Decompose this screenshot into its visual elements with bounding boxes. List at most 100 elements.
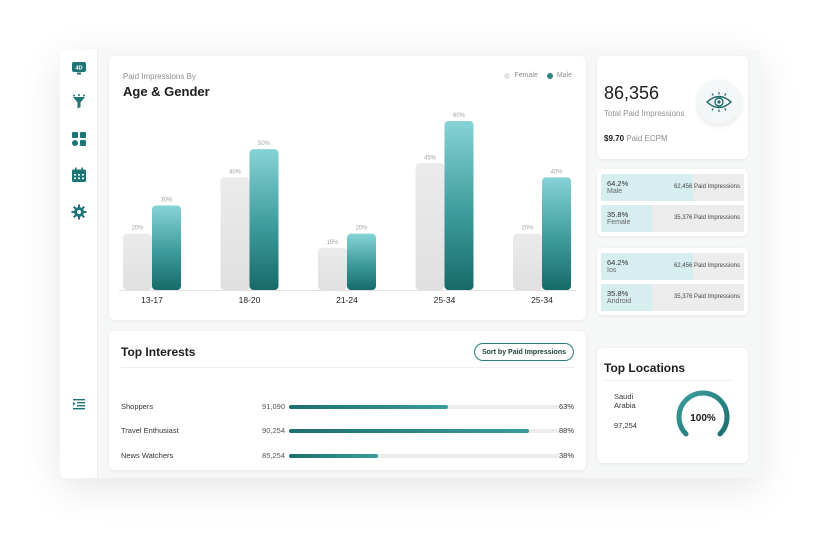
legend-female-label: Female xyxy=(514,72,538,79)
interest-row: News Watchers 85,254 38% xyxy=(121,450,574,462)
divider xyxy=(121,367,574,368)
location-name: Saudi Arabia xyxy=(614,392,636,410)
split-value: 35,376 Paid Impressions xyxy=(673,294,740,300)
interest-percent: 63% xyxy=(558,402,574,411)
bar-label-male: 40% xyxy=(550,169,563,175)
gauge-arc xyxy=(676,390,730,437)
split-label: Android xyxy=(607,298,632,305)
chart-title: Age & Gender xyxy=(123,84,210,99)
bar-label-female: 20% xyxy=(521,226,534,232)
age-gender-bar-chart: 20% 30% 13-17 40% 50% 18-20 15% 20% 21-24 45% 60% 2… xyxy=(119,113,576,305)
legend-female: Female xyxy=(504,72,538,79)
total-impressions-label: Total Paid Impressions xyxy=(604,109,685,118)
total-impressions-card: 86,356 Total Paid Impressions $9.70 Paid… xyxy=(597,56,748,159)
split-fill xyxy=(601,174,693,201)
sort-by-impressions-button[interactable]: Sort by Paid Impressions xyxy=(473,343,574,361)
gender-split-card: 64.2% Male 62,456 Paid Impressions 35.8%… xyxy=(597,169,748,236)
paid-ecpm: $9.70 Paid ECPM xyxy=(604,134,668,143)
dashboard-4d-icon[interactable]: 4D xyxy=(71,60,87,76)
split-percent: 64.2% xyxy=(607,258,629,267)
apps-grid-icon[interactable] xyxy=(71,131,87,147)
split-percent: 35.8% xyxy=(607,210,629,219)
bar-male xyxy=(542,177,571,290)
split-percent: 64.2% xyxy=(607,179,629,188)
interest-progress-track xyxy=(289,429,559,433)
bar-female xyxy=(415,163,445,290)
bar-label-male: 20% xyxy=(355,226,368,232)
x-tick-label: 13-17 xyxy=(141,295,163,305)
interest-name: Travel Enthusiast xyxy=(121,426,179,435)
bar-male xyxy=(444,121,474,290)
eye-badge xyxy=(697,80,741,124)
interest-value: 91,090 xyxy=(262,402,285,411)
interest-progress-track xyxy=(289,405,559,409)
interest-name: Shoppers xyxy=(121,402,154,411)
svg-text:4D: 4D xyxy=(75,66,82,72)
bar-label-female: 15% xyxy=(326,240,339,246)
interest-name: News Watchers xyxy=(121,451,174,460)
split-value: 62,456 Paid Impressions xyxy=(673,184,740,190)
interest-progress-fill xyxy=(289,405,449,409)
split-row-ios: 64.2% Ios 62,456 Paid Impressions xyxy=(601,253,744,280)
chart-subtitle: Paid Impressions By xyxy=(123,72,196,81)
split-row-male: 64.2% Male 62,456 Paid Impressions xyxy=(601,174,744,201)
split-fill xyxy=(601,253,693,280)
bar-female xyxy=(318,247,347,290)
interest-progress-fill xyxy=(289,454,379,458)
x-tick-label: 25-34 xyxy=(531,295,553,305)
interest-value: 85,254 xyxy=(262,451,285,460)
location-gauge: 100% xyxy=(676,390,730,437)
bar-label-female: 45% xyxy=(424,155,437,161)
split-value: 35,376 Paid Impressions xyxy=(673,215,740,221)
menu-collapse-icon[interactable] xyxy=(71,396,87,412)
interest-percent: 88% xyxy=(558,426,574,435)
x-tick-label: 21-24 xyxy=(336,295,358,305)
bar-label-female: 20% xyxy=(131,226,144,232)
x-tick-label: 25-34 xyxy=(434,295,456,305)
legend-male-dot xyxy=(546,72,553,79)
bar-label-male: 30% xyxy=(160,198,173,204)
gear-icon[interactable] xyxy=(71,204,87,220)
split-label: Male xyxy=(607,188,623,195)
paid-ecpm-label: Paid ECPM xyxy=(626,134,668,143)
bar-label-male: 50% xyxy=(258,141,271,147)
bar-label-female: 40% xyxy=(229,169,242,175)
bar-male xyxy=(152,205,181,290)
split-label: Female xyxy=(607,219,631,226)
chart-legend: Female Male xyxy=(504,72,572,79)
calendar-icon[interactable] xyxy=(71,167,87,183)
interest-progress-fill xyxy=(289,429,530,433)
top-locations-card: Top Locations Saudi Arabia 97,254 100% xyxy=(597,348,748,463)
split-percent: 35.8% xyxy=(607,289,629,298)
total-impressions-value: 86,356 xyxy=(604,83,660,103)
bar-female xyxy=(513,233,542,290)
interest-row: Shoppers 91,090 63% xyxy=(121,401,574,413)
x-tick-label: 18-20 xyxy=(239,295,261,305)
interest-value: 90,254 xyxy=(262,426,285,435)
eye-icon xyxy=(705,92,733,112)
interest-row: Travel Enthusiast 90,254 88% xyxy=(121,425,574,437)
platform-split-card: 64.2% Ios 62,456 Paid Impressions 35.8% … xyxy=(597,248,748,315)
split-fill xyxy=(601,205,653,232)
location-value: 97,254 xyxy=(614,421,637,430)
split-row-android: 35.8% Android 35,376 Paid Impressions xyxy=(601,284,744,311)
bar-female xyxy=(123,233,152,290)
interest-progress-track xyxy=(289,454,559,458)
legend-male-label: Male xyxy=(556,72,572,79)
paid-ecpm-value: $9.70 xyxy=(604,134,625,143)
gauge-percent: 100% xyxy=(690,413,716,424)
sidebar: 4D xyxy=(60,50,98,478)
funnel-icon[interactable] xyxy=(71,94,87,110)
bar-male xyxy=(249,149,279,290)
interest-percent: 38% xyxy=(558,451,574,460)
bar-label-male: 60% xyxy=(453,113,466,119)
top-interests-card: Top Interests Sort by Paid Impressions S… xyxy=(109,331,586,470)
split-label: Ios xyxy=(607,267,617,274)
interests-title: Top Interests xyxy=(121,345,196,359)
legend-male: Male xyxy=(546,72,572,79)
locations-title: Top Locations xyxy=(604,361,686,375)
dashboard-frame: 4D 20% 30% 13-17 40% 50% 18-20 15% 20% 21-24 45% 6… xyxy=(60,50,760,478)
split-value: 62,456 Paid Impressions xyxy=(673,263,740,269)
divider xyxy=(604,380,732,381)
bar-female xyxy=(220,177,250,290)
